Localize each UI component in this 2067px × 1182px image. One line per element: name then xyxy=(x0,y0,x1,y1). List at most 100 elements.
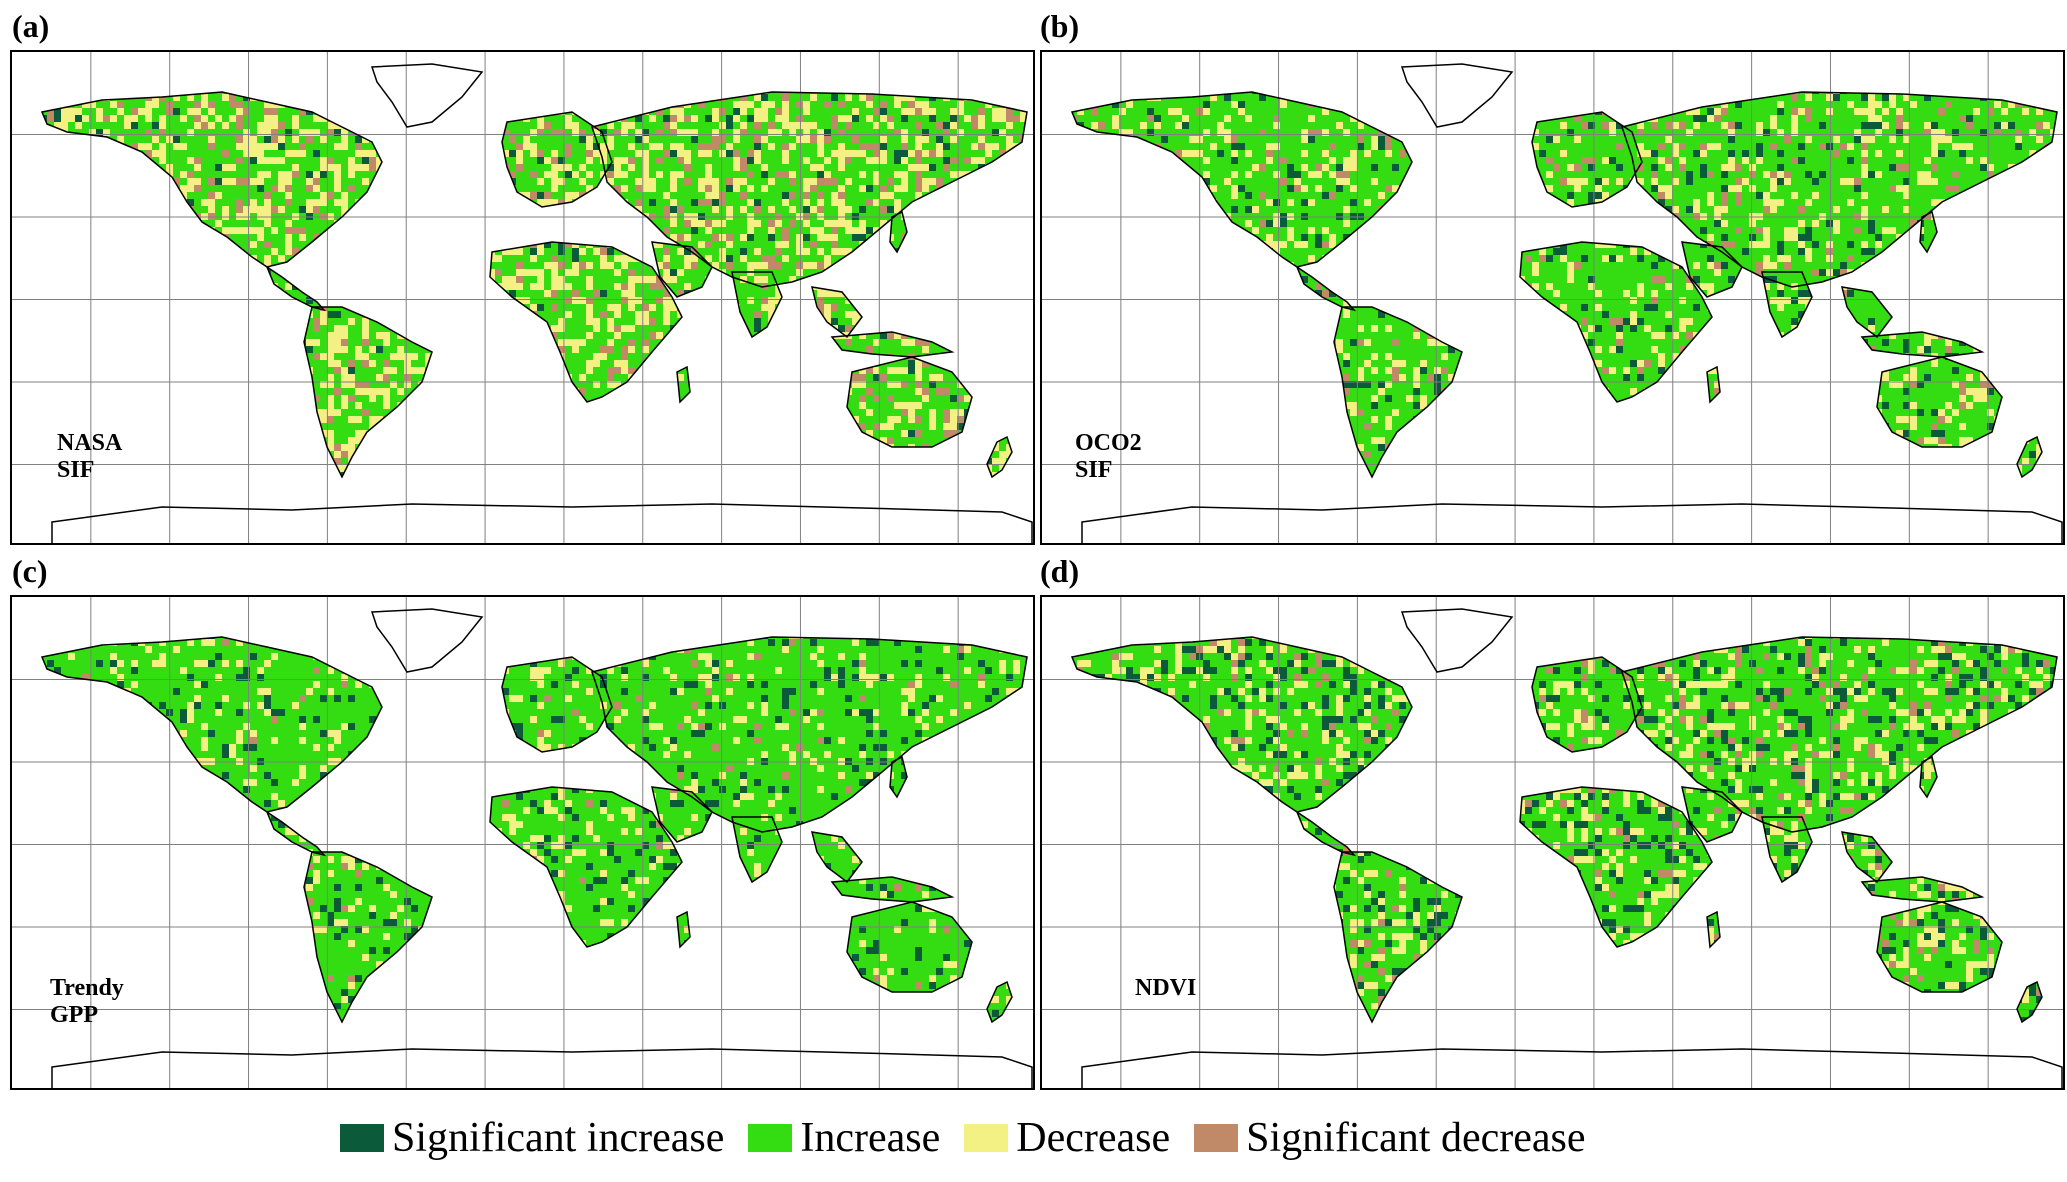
coastline-seAsia xyxy=(810,286,863,339)
coastline-japan xyxy=(889,210,908,254)
graticule xyxy=(1042,52,2063,543)
coastline-asia xyxy=(591,636,1028,833)
world-map xyxy=(12,597,1033,1088)
coastline-newZealand xyxy=(2016,435,2043,479)
coastline-asia xyxy=(591,91,1028,288)
dataset-name: OCO2 SIF xyxy=(1075,430,1142,483)
coastline-newZealand xyxy=(2016,980,2043,1024)
coastline-india xyxy=(1761,816,1813,884)
coastline-indonesia xyxy=(1860,876,1985,903)
trend-raster xyxy=(1072,92,2057,477)
coastline-northAmerica xyxy=(1070,91,1413,268)
map-oco2-sif xyxy=(1040,50,2065,545)
coastline-arabia xyxy=(1681,241,1743,298)
legend-item-significant-increase: Significant increase xyxy=(340,1114,724,1162)
coastline-europe xyxy=(501,111,613,208)
graticule xyxy=(1042,597,2063,1088)
coastline-southAmerica xyxy=(1333,306,1463,479)
map-nasa-sif xyxy=(10,50,1035,545)
coastline-australia xyxy=(846,356,973,448)
coastline-japan xyxy=(889,755,908,799)
coastline-antarctica xyxy=(51,503,1033,543)
coastline-japan xyxy=(1919,755,1938,799)
trend-raster xyxy=(42,637,1027,1022)
coastline-southAmerica xyxy=(303,851,433,1024)
world-map xyxy=(1042,597,2063,1088)
coastline-australia xyxy=(1876,901,2003,993)
coastline-europe xyxy=(1531,111,1643,208)
coastlines xyxy=(1070,63,2063,543)
legend-swatch xyxy=(748,1124,793,1152)
map-ndvi xyxy=(1040,595,2065,1090)
coastline-india xyxy=(731,271,783,339)
coastlines xyxy=(40,608,1033,1088)
coastline-india xyxy=(731,816,783,884)
coastline-australia xyxy=(846,901,973,993)
legend-label: Decrease xyxy=(1016,1115,1171,1161)
coastline-europe xyxy=(1531,656,1643,753)
world-map xyxy=(12,52,1033,543)
legend-swatch xyxy=(1194,1124,1239,1152)
coastline-northAmerica xyxy=(40,636,383,813)
coastline-northAmerica xyxy=(1070,636,1413,813)
coastline-indonesia xyxy=(830,876,955,903)
legend: Significant increase Increase Decrease S… xyxy=(340,1110,1740,1166)
coastline-indonesia xyxy=(830,331,955,358)
coastline-seAsia xyxy=(810,831,863,884)
coastline-arabia xyxy=(651,241,713,298)
panel-label: (b) xyxy=(1040,8,1080,44)
dataset-name: Trendy GPP xyxy=(50,975,124,1028)
coastline-asia xyxy=(1621,636,2058,833)
coastline-madagascar xyxy=(676,910,691,949)
coastline-greenland xyxy=(1400,63,1514,128)
coastline-africa xyxy=(1519,786,1713,948)
trend-raster xyxy=(1072,637,2057,1022)
coastline-antarctica xyxy=(1081,503,2063,543)
coastline-greenland xyxy=(370,608,484,673)
panel-label: (c) xyxy=(12,553,48,589)
coastline-antarctica xyxy=(51,1048,1033,1088)
legend-item-decrease: Decrease xyxy=(964,1114,1170,1162)
coastline-madagascar xyxy=(1706,910,1721,949)
legend-swatch xyxy=(340,1124,384,1152)
coastline-southAmerica xyxy=(1333,851,1463,1024)
coastline-seAsia xyxy=(1840,831,1893,884)
graticule xyxy=(12,597,1033,1088)
coastline-india xyxy=(1761,271,1813,339)
coastline-japan xyxy=(1919,210,1938,254)
world-map xyxy=(1042,52,2063,543)
coastline-seAsia xyxy=(1840,286,1893,339)
coastline-asia xyxy=(1621,91,2058,288)
coastline-centralAmerica xyxy=(1295,265,1357,312)
coastline-northAmerica xyxy=(40,91,383,268)
coastlines xyxy=(1070,608,2063,1088)
coastline-greenland xyxy=(370,63,484,128)
dataset-name: NASA SIF xyxy=(57,430,122,483)
legend-item-increase: Increase xyxy=(748,1114,940,1162)
dataset-name: NDVI xyxy=(1135,975,1197,1001)
coastlines xyxy=(40,63,1033,543)
legend-item-significant-decrease: Significant decrease xyxy=(1194,1114,1585,1162)
coastline-africa xyxy=(489,786,683,948)
coastline-africa xyxy=(1519,241,1713,403)
coastline-newZealand xyxy=(986,435,1013,479)
coastline-australia xyxy=(1876,356,2003,448)
map-trendy-gpp xyxy=(10,595,1035,1090)
coastline-southAmerica xyxy=(303,306,433,479)
coastline-madagascar xyxy=(1706,365,1721,404)
coastline-indonesia xyxy=(1860,331,1985,358)
legend-label: Significant decrease xyxy=(1246,1115,1586,1161)
trend-raster xyxy=(42,92,1027,477)
panel-label: (d) xyxy=(1040,553,1080,589)
coastline-arabia xyxy=(1681,786,1743,843)
legend-label: Significant increase xyxy=(392,1115,725,1161)
coastline-newZealand xyxy=(986,980,1013,1024)
coastline-centralAmerica xyxy=(265,265,327,312)
coastline-madagascar xyxy=(676,365,691,404)
coastline-europe xyxy=(501,656,613,753)
legend-label: Increase xyxy=(800,1115,941,1161)
legend-swatch xyxy=(964,1124,1009,1152)
coastline-centralAmerica xyxy=(265,810,327,857)
coastline-centralAmerica xyxy=(1295,810,1357,857)
coastline-arabia xyxy=(651,786,713,843)
